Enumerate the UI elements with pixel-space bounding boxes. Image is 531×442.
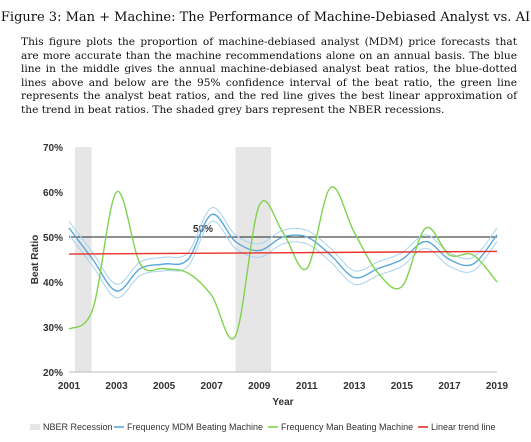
figure-description: This figure plots the proportion of mach… bbox=[21, 36, 517, 116]
legend-label: Frequency Man Beating Machine bbox=[281, 422, 413, 432]
x-tick-label: 2017 bbox=[438, 381, 461, 392]
series-line-4 bbox=[68, 250, 498, 255]
recession-bars bbox=[74, 147, 272, 372]
x-tick-label: 2001 bbox=[58, 381, 81, 392]
x-tick-label: 2019 bbox=[486, 381, 509, 392]
series-line-1 bbox=[68, 207, 498, 285]
fifty-percent-label: 50% bbox=[193, 224, 213, 235]
x-tick-label: 2011 bbox=[296, 381, 318, 392]
y-tick-label: 70% bbox=[43, 143, 63, 154]
legend: NBER Recession Frequency MDM Beating Mach… bbox=[30, 422, 496, 432]
legend-label: NBER Recession bbox=[43, 422, 113, 432]
figure-title: Figure 3: Man + Machine: The Performance… bbox=[0, 10, 531, 25]
series-line-2 bbox=[68, 220, 498, 299]
x-tick-label: 2013 bbox=[343, 381, 366, 392]
recession-bar bbox=[235, 147, 272, 372]
series-lines bbox=[68, 186, 498, 340]
legend-swatch bbox=[30, 424, 40, 430]
y-tick-label: 60% bbox=[43, 188, 63, 199]
axes: 20% 30% 40% 50% 60% 70% 2001 2003 2005 2007 2009 20… bbox=[30, 143, 509, 408]
series-line-0 bbox=[68, 213, 498, 292]
y-tick-label: 20% bbox=[43, 368, 63, 379]
y-tick-label: 30% bbox=[43, 323, 63, 334]
y-tick-label: 50% bbox=[43, 233, 63, 244]
recession-bar bbox=[74, 147, 92, 372]
x-tick-label: 2003 bbox=[105, 381, 128, 392]
x-tick-label: 2005 bbox=[153, 381, 176, 392]
x-tick-label: 2007 bbox=[201, 381, 224, 392]
legend-label: Frequency MDM Beating Machine bbox=[127, 422, 263, 432]
y-axis-label: Beat Ratio bbox=[30, 235, 41, 284]
series-line-3 bbox=[68, 186, 498, 340]
x-tick-label: 2009 bbox=[248, 381, 271, 392]
x-axis-label: Year bbox=[272, 397, 293, 408]
y-tick-label: 40% bbox=[43, 278, 63, 289]
legend-label: Linear trend line bbox=[431, 422, 496, 432]
x-tick-label: 2015 bbox=[391, 381, 414, 392]
